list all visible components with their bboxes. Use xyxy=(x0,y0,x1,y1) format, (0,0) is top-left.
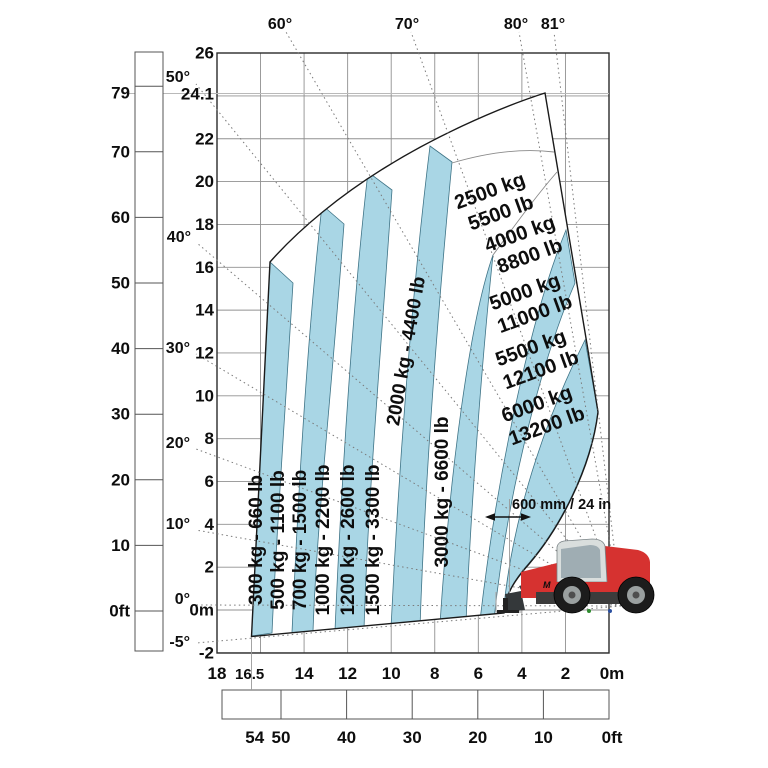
height-m-label-12: 12 xyxy=(195,343,214,362)
height-m-label-8: 8 xyxy=(205,429,214,448)
height-ft-label-50: 50 xyxy=(111,274,130,293)
height-m-label-4: 4 xyxy=(205,515,215,534)
reach-m-label-4: 4 xyxy=(517,664,527,683)
zone-label-500kg: 500 kg - 1100 lb xyxy=(268,470,289,609)
height-m-label-24.1: 24.1 xyxy=(181,84,214,103)
zone-label-3000kg: 3000 kg - 6600 lb xyxy=(432,416,453,567)
height-m-label-26: 26 xyxy=(195,44,214,63)
reach-ruler-ft xyxy=(221,689,610,720)
angle-label-30deg: 30° xyxy=(166,340,190,357)
angle-label--5deg: -5° xyxy=(169,634,190,651)
cab-window xyxy=(561,545,601,578)
zone-700kg xyxy=(291,204,345,633)
height-ft-label-70: 70 xyxy=(111,142,130,161)
fork-heel xyxy=(503,598,508,612)
reach-ft-label-20: 20 xyxy=(468,728,487,747)
height-m-label-10: 10 xyxy=(195,386,214,405)
height-m-label-18: 18 xyxy=(195,215,214,234)
height-ft-label-40: 40 xyxy=(111,339,130,358)
rear-wheel xyxy=(617,576,655,614)
load-center-label: 600 mm / 24 in xyxy=(512,497,611,513)
height-ft-label-20: 20 xyxy=(111,470,130,489)
angle-label-20deg: 20° xyxy=(166,435,190,452)
angle-label-70deg: 70° xyxy=(395,16,419,33)
reach-axis-labels-m: 18 16.5 14 12 10 8 6 4 2 0m xyxy=(207,664,624,683)
zone-label-1500kg: 1500 kg - 3300 lb xyxy=(363,464,384,615)
capacity-zone-labels: 300 kg - 660 lb 500 kg - 1100 lb 700 kg - … xyxy=(246,168,588,615)
angle-label-81deg: 81° xyxy=(541,16,565,33)
reach-m-label-2: 2 xyxy=(561,664,570,683)
fork-blade xyxy=(497,610,519,613)
reach-m-label-8: 8 xyxy=(430,664,439,683)
height-ft-label-79: 79 xyxy=(111,83,130,102)
reach-ft-label-40: 40 xyxy=(337,728,356,747)
angle-label-80deg: 80° xyxy=(504,16,528,33)
height-m-label-20: 20 xyxy=(195,172,214,191)
ground-marker-green xyxy=(587,609,591,613)
angle-line-0deg xyxy=(195,604,622,607)
dimension-arrow-left xyxy=(485,513,495,521)
angle-label-50deg: 50° xyxy=(166,69,190,86)
height-m-label-2: 2 xyxy=(205,558,214,577)
height-ruler-ft xyxy=(134,51,164,652)
machine-logo-letter: M xyxy=(543,580,551,590)
angle-label-60deg: 60° xyxy=(268,16,292,33)
reach-ft-label-10: 10 xyxy=(534,728,553,747)
reach-m-label-14: 14 xyxy=(295,664,314,683)
height-ft-label-10: 10 xyxy=(111,536,130,555)
zone-2000kg xyxy=(390,145,453,629)
angle-label-10deg: 10° xyxy=(166,516,190,533)
reach-ft-label-50: 50 xyxy=(272,728,291,747)
zone-label-1200kg: 1200 kg - 2600 lb xyxy=(338,464,359,615)
ground-marker-blue xyxy=(608,609,612,613)
load-center-dimension: 600 mm / 24 in xyxy=(485,497,611,610)
zone-300kg xyxy=(251,261,294,637)
angle-line--5deg xyxy=(195,605,622,644)
reach-m-label-18: 18 xyxy=(207,664,226,683)
fork-carriage xyxy=(505,591,525,612)
height-m-label-6: 6 xyxy=(205,472,214,491)
dimension-arrow-right xyxy=(521,513,531,521)
angle-line-80deg xyxy=(518,31,622,607)
reach-m-label-16.5: 16.5 xyxy=(235,666,264,683)
telehandler-illustration: M xyxy=(495,538,655,614)
height-m-label-0m: 0m xyxy=(189,601,214,620)
reach-m-label-10: 10 xyxy=(382,664,401,683)
height-m-label--2: -2 xyxy=(199,643,214,662)
plot-border xyxy=(216,52,610,654)
front-wheel xyxy=(553,576,591,614)
height-ft-label-0ft: 0ft xyxy=(109,602,130,621)
height-m-label-14: 14 xyxy=(195,301,214,320)
reach-m-label-6: 6 xyxy=(474,664,483,683)
reach-m-label-0m: 0m xyxy=(600,664,625,683)
reach-m-label-12: 12 xyxy=(338,664,357,683)
height-axis-labels-ft: 79 70 60 50 40 30 20 10 0ft xyxy=(109,83,130,620)
height-m-label-16: 16 xyxy=(195,258,214,277)
zone-label-700kg: 700 kg - 1500 lb xyxy=(290,470,311,610)
zone-divider-lines xyxy=(451,150,558,256)
capacity-zones xyxy=(251,145,598,637)
reach-ft-label-54: 54 xyxy=(245,728,264,747)
reach-ft-label-30: 30 xyxy=(403,728,422,747)
boom-angle-labels: -5° 0° 10° 20° 30° 40° 50° 60° 70° 80° 81° xyxy=(166,16,565,651)
zone-label-300kg: 300 kg - 660 lb xyxy=(246,475,267,605)
angle-label-40deg: 40° xyxy=(167,229,191,246)
height-ft-label-60: 60 xyxy=(111,208,130,227)
height-ft-label-30: 30 xyxy=(111,405,130,424)
zone-label-1000kg: 1000 kg - 2200 lb xyxy=(313,464,334,615)
height-axis-labels-m: 26 24.1 22 20 18 16 14 12 10 8 6 4 2 0m -2 xyxy=(181,44,215,663)
envelope-outline xyxy=(250,92,599,638)
reach-axis-labels-ft: 54 50 40 30 20 10 0ft xyxy=(245,728,622,747)
angle-label-0deg: 0° xyxy=(175,591,190,608)
height-m-label-22: 22 xyxy=(195,129,214,148)
zone-1200kg xyxy=(334,171,393,631)
angle-line-70deg xyxy=(410,31,622,607)
reach-ft-label-0ft: 0ft xyxy=(602,728,623,747)
